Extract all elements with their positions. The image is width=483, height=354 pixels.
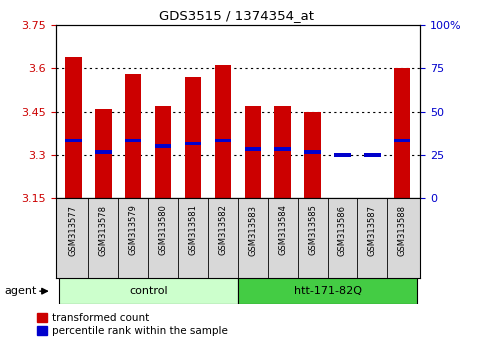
Bar (65, 57, 82, 198)
Bar (394, 139, 411, 142)
Bar (244, 147, 261, 151)
Text: GSM313582: GSM313582 (218, 205, 227, 256)
Text: GSM313586: GSM313586 (338, 205, 347, 256)
Text: control: control (129, 286, 168, 296)
Bar (215, 65, 231, 198)
Bar (238, 278, 417, 304)
Text: GDS3515 / 1374354_at: GDS3515 / 1374354_at (159, 9, 314, 22)
Bar (304, 112, 321, 198)
Bar (394, 68, 411, 198)
Text: GSM313583: GSM313583 (248, 205, 257, 256)
Text: agent: agent (5, 286, 37, 296)
Bar (244, 106, 261, 198)
Bar (364, 198, 381, 262)
Bar (185, 77, 201, 198)
Bar (155, 144, 171, 148)
Bar (274, 106, 291, 198)
Text: GSM313588: GSM313588 (398, 205, 407, 256)
Text: GSM313584: GSM313584 (278, 205, 287, 256)
Text: GSM313578: GSM313578 (99, 205, 108, 256)
Bar (215, 139, 231, 142)
Text: GSM313587: GSM313587 (368, 205, 377, 256)
Bar (58, 278, 238, 304)
Text: GSM313580: GSM313580 (158, 205, 168, 256)
Bar (185, 142, 201, 145)
Bar (95, 109, 112, 198)
Legend: transformed count, percentile rank within the sample: transformed count, percentile rank withi… (37, 313, 228, 336)
Bar (155, 106, 171, 198)
Text: GSM313579: GSM313579 (129, 205, 138, 256)
Bar (334, 153, 351, 156)
Text: htt-171-82Q: htt-171-82Q (294, 286, 362, 296)
Bar (334, 198, 351, 262)
Bar (125, 139, 142, 142)
Text: GSM313577: GSM313577 (69, 205, 78, 256)
Bar (95, 150, 112, 154)
Text: GSM313581: GSM313581 (188, 205, 198, 256)
Bar (364, 153, 381, 156)
Bar (125, 74, 142, 198)
Bar (65, 139, 82, 142)
Text: GSM313585: GSM313585 (308, 205, 317, 256)
Bar (274, 147, 291, 151)
Bar (304, 150, 321, 154)
